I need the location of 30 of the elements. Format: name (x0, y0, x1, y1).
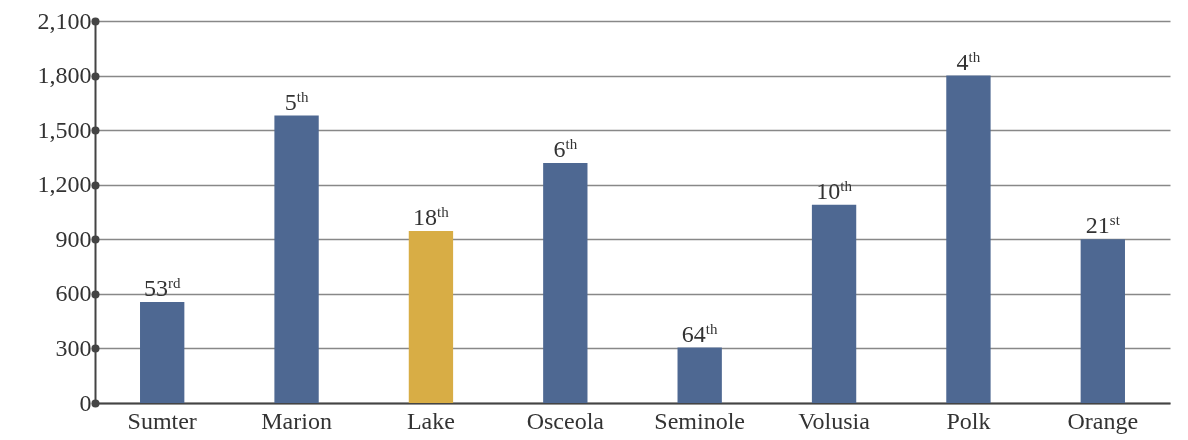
y-tick-label: 900 (55, 225, 92, 252)
bar (1080, 239, 1125, 403)
bar (677, 347, 722, 403)
annotation: 6$^{th}$ (553, 135, 578, 162)
x-tick-label: Sumter (127, 407, 197, 434)
bar (408, 231, 454, 403)
bar (946, 75, 991, 403)
annotation: 21$^{st}$ (1085, 212, 1121, 239)
x-tick-label: Orange (1067, 407, 1139, 434)
bar (140, 302, 185, 403)
y-tick-label: 0 (79, 389, 92, 416)
bar (274, 115, 319, 403)
y-tick-label: 1,800 (37, 62, 92, 89)
annotation: 4$^{th}$ (956, 48, 981, 75)
x-tick-label: Marion (261, 407, 332, 434)
annotation: 5$^{th}$ (284, 88, 309, 115)
y-tick-label: 1,200 (37, 171, 92, 198)
annotation: 18$^{th}$ (413, 203, 450, 231)
x-tick-label: Seminole (654, 407, 746, 434)
x-tick-label: Lake (406, 407, 455, 434)
y-tick-label: 1,500 (37, 116, 92, 143)
bar (543, 162, 588, 403)
x-tick-label: Osceola (526, 407, 605, 434)
annotation: 64$^{th}$ (681, 320, 719, 347)
y-tick-label: 2,100 (37, 7, 92, 34)
y-tick-label: 300 (55, 334, 92, 361)
y-tick-label: 600 (55, 280, 92, 307)
x-tick-label: Volusia (798, 407, 871, 434)
x-tick-label: Polk (946, 407, 991, 434)
bar (811, 204, 857, 403)
